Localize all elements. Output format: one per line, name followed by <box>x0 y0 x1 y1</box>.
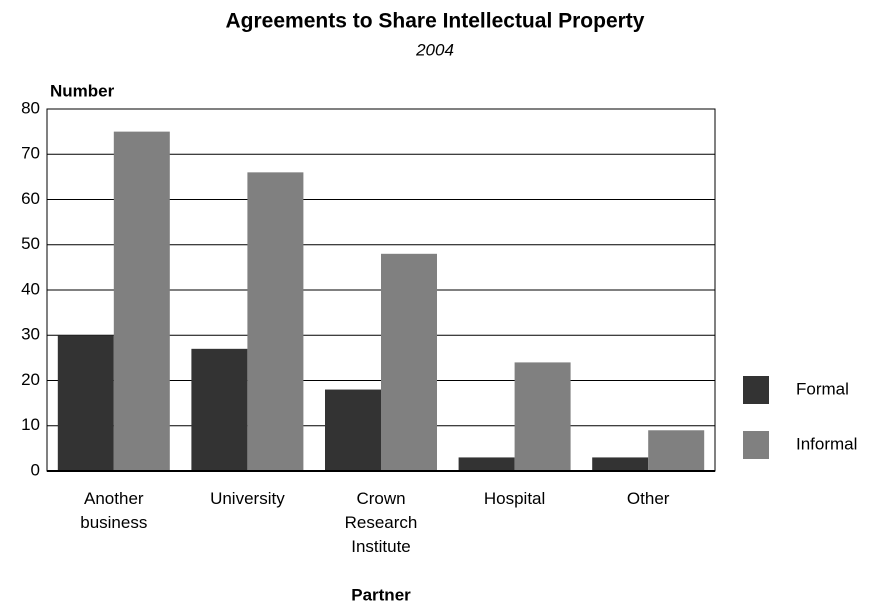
bar <box>381 253 437 471</box>
chart-title: Agreements to Share Intellectual Propert… <box>226 10 645 33</box>
y-tick-label: 80 <box>21 98 40 117</box>
y-tick-label: 10 <box>21 415 40 434</box>
bar <box>458 457 515 471</box>
bar <box>514 362 571 471</box>
y-tick-label: 50 <box>21 234 40 253</box>
x-tick-label: Hospital <box>483 489 546 508</box>
legend-label: Formal <box>796 379 849 398</box>
bar <box>325 389 381 471</box>
y-axis-title: Number <box>50 81 115 100</box>
y-tick-label: 30 <box>21 325 40 344</box>
legend-swatch <box>743 431 769 459</box>
x-tick-label: Another business <box>80 489 148 532</box>
y-tick-label: 20 <box>21 370 40 389</box>
legend-label: Informal <box>796 434 857 453</box>
bar <box>113 131 170 471</box>
bar <box>247 172 304 471</box>
x-tick-label: Other <box>626 489 670 508</box>
bar <box>57 335 114 471</box>
chart-subtitle: 2004 <box>415 40 454 59</box>
y-tick-label: 60 <box>21 189 40 208</box>
bar <box>648 430 705 471</box>
bar <box>592 457 649 471</box>
y-tick-label: 40 <box>21 279 40 298</box>
bar <box>191 348 248 471</box>
y-tick-label: 70 <box>21 144 40 163</box>
legend-swatch <box>743 376 769 404</box>
x-axis-title: Partner <box>351 585 411 604</box>
y-tick-label: 0 <box>31 460 40 479</box>
x-tick-label: Crown Research Institute <box>344 489 418 556</box>
x-tick-label: University <box>210 489 285 508</box>
